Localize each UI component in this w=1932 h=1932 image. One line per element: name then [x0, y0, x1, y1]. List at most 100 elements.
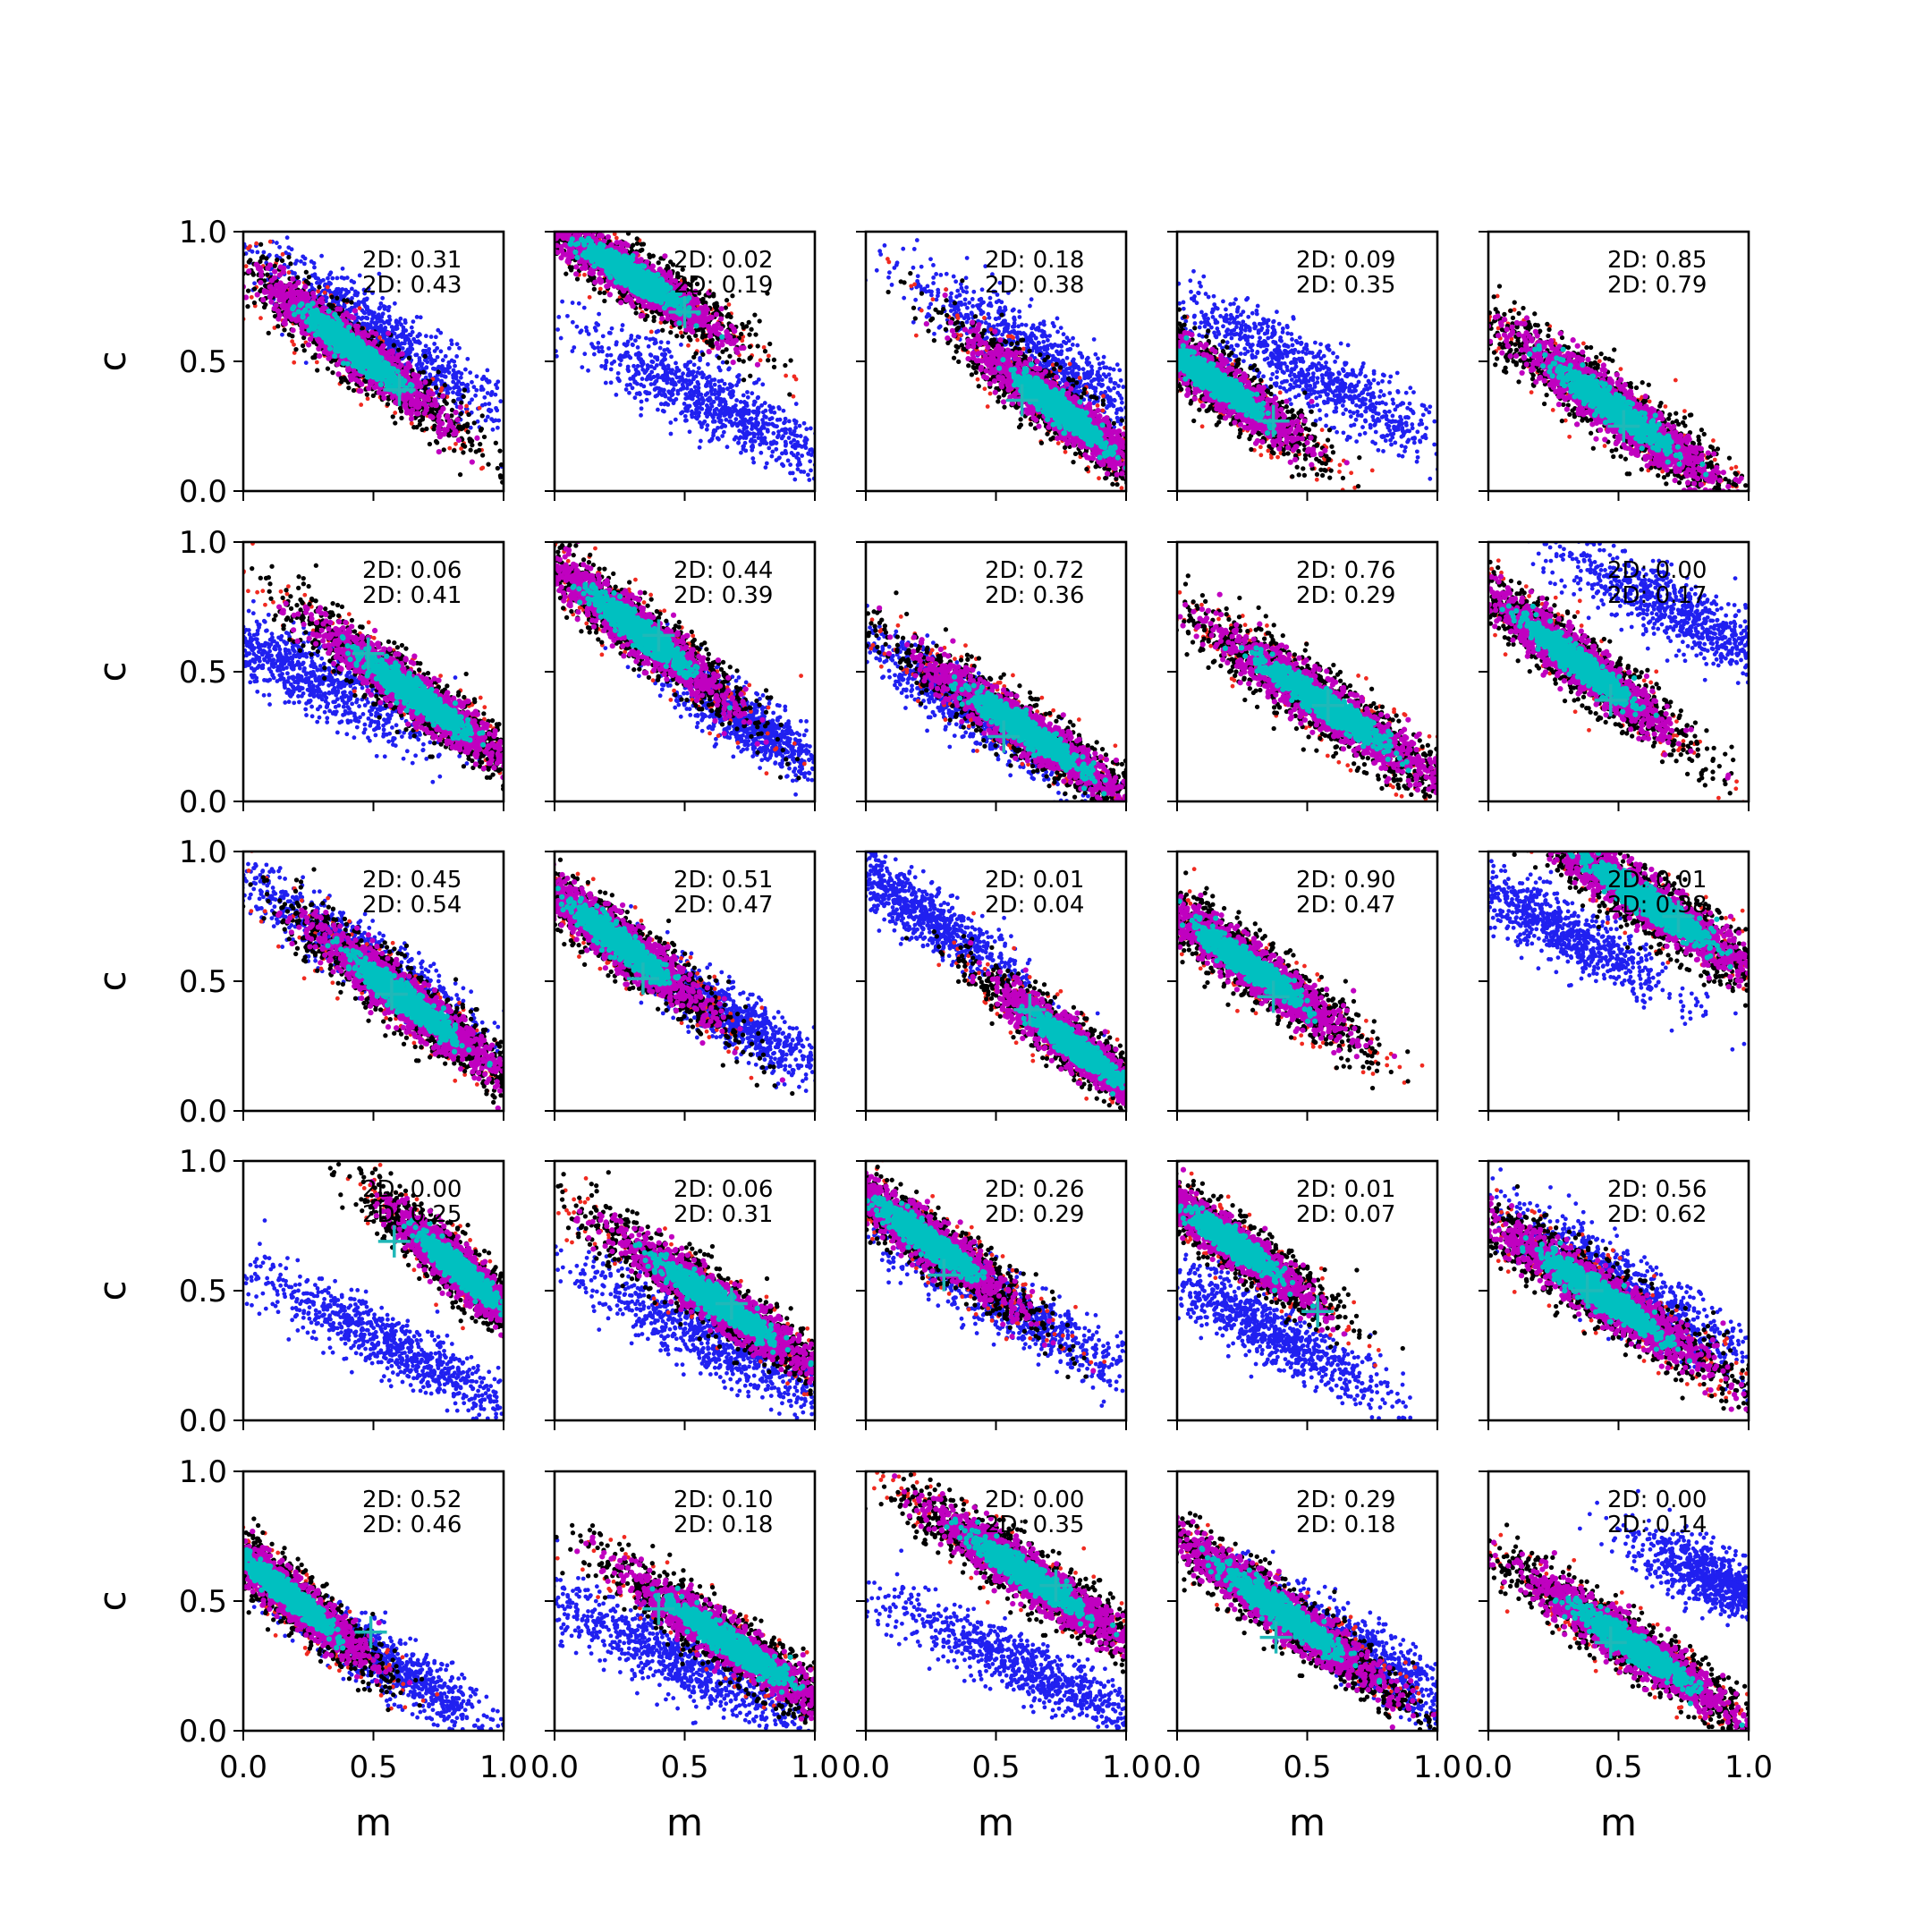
scatter-point [268, 240, 273, 244]
scatter-point [787, 436, 792, 440]
scatter-point [597, 349, 601, 353]
scatter-point [216, 205, 221, 209]
scatter-point [470, 380, 474, 385]
scatter-point [493, 493, 497, 497]
scatter-point [327, 346, 333, 352]
scatter-point [282, 327, 286, 332]
scatter-point [433, 367, 437, 371]
scatter-point [342, 376, 346, 380]
scatter-point [374, 370, 379, 376]
scatter-point [277, 272, 283, 277]
scatter-point [350, 287, 354, 292]
scatter-point [491, 428, 496, 432]
scatter-point [260, 297, 266, 302]
scatter-point [304, 270, 309, 275]
scatter-point [232, 271, 236, 275]
scatter-point [531, 464, 536, 469]
scatter-point [498, 399, 503, 403]
scatter-point [109, 156, 114, 160]
scatter-point [486, 380, 490, 385]
scatter-point [430, 359, 435, 363]
scatter-point [318, 297, 324, 302]
scatter-point [858, 442, 862, 446]
scatter-point [300, 292, 305, 298]
scatter-point [758, 451, 763, 455]
scatter-point [629, 336, 633, 341]
scatter-point [335, 287, 339, 292]
scatter-point [326, 356, 331, 361]
scatter-point [352, 292, 357, 297]
scatter-point [302, 348, 307, 352]
scatter-point [464, 404, 469, 409]
scatter-point [258, 273, 264, 278]
scatter-point [490, 390, 495, 394]
scatter-point [310, 301, 316, 306]
scatter-point [201, 196, 206, 200]
scatter-point [651, 360, 656, 364]
scatter-point [407, 356, 411, 360]
scatter-point [436, 449, 442, 454]
scatter-point [386, 361, 391, 367]
scatter-point [349, 300, 353, 304]
scatter-point [439, 379, 444, 384]
scatter-point [343, 288, 348, 292]
scatter-point [261, 250, 266, 255]
scatter-point [386, 402, 390, 406]
scatter-point [455, 342, 460, 346]
scatter-point [436, 369, 441, 374]
scatter-point [361, 330, 367, 335]
scatter-point [236, 310, 241, 315]
scatter-point [482, 435, 487, 439]
scatter-point [470, 459, 475, 464]
scatter-point [415, 363, 419, 368]
scatter-point [377, 326, 382, 330]
scatter-point [428, 374, 432, 378]
scatter-point [393, 375, 398, 380]
scatter-point [367, 311, 371, 316]
scatter-point [326, 285, 330, 290]
scatter-point [262, 305, 267, 309]
scatter-point [694, 374, 699, 378]
scatter-point [451, 390, 455, 394]
scatter-point [273, 264, 277, 268]
plot-area [109, 156, 592, 507]
scatter-point [424, 334, 428, 338]
scatter-point [666, 364, 671, 369]
scatter-point [371, 365, 377, 370]
scatter-point [588, 461, 592, 465]
scatter-point [453, 428, 458, 434]
scatter-point [468, 437, 472, 442]
scatter-point [804, 445, 809, 450]
scatter-point [506, 474, 511, 479]
scatter-point [329, 325, 335, 330]
scatter-point [841, 456, 845, 461]
scatter-point [306, 342, 311, 347]
scatter-point [737, 373, 741, 377]
scatter-point [436, 427, 442, 432]
scatter-point [674, 418, 678, 422]
scatter-point [532, 436, 537, 440]
scatter-point [352, 308, 358, 313]
scatter-point [229, 267, 233, 271]
scatter-point [682, 402, 687, 406]
scatter-point [262, 290, 267, 295]
scatter-point [645, 398, 649, 402]
scatter-point [233, 292, 238, 296]
scatter-point [512, 418, 516, 422]
scatter-point [741, 394, 746, 398]
scatter-point [479, 428, 483, 433]
scatter-point [633, 338, 638, 343]
scatter-point [327, 281, 332, 285]
scatter-point [326, 367, 330, 371]
scatter-point [438, 349, 443, 353]
scatter-point [176, 175, 181, 180]
scatter-point [354, 327, 360, 333]
scatter-point [365, 392, 369, 396]
scatter-point [443, 369, 447, 374]
scatter-point [450, 342, 454, 346]
scatter-point [231, 267, 236, 273]
scatter-point [322, 330, 327, 335]
scatter-point [244, 264, 249, 268]
scatter-point [360, 300, 365, 304]
